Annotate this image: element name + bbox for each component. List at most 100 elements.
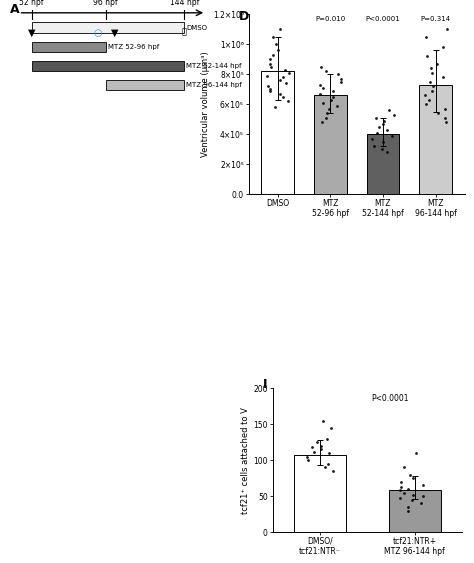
Point [279, 73, 286, 82]
Bar [314, 95, 346, 194]
Point [329, 86, 337, 95]
Point [418, 499, 425, 508]
Point [421, 91, 429, 100]
Point [397, 477, 404, 486]
Point [322, 113, 329, 122]
Text: ▼: ▼ [111, 28, 118, 38]
Point [428, 86, 435, 95]
Point [327, 95, 335, 104]
Text: I: I [263, 378, 267, 391]
Point [267, 55, 274, 64]
Point [422, 100, 430, 109]
Point [428, 68, 436, 77]
Point [316, 89, 324, 98]
Point [318, 441, 325, 450]
Text: P<0.0001: P<0.0001 [371, 394, 409, 403]
Text: MTZ 52-96 hpf: MTZ 52-96 hpf [108, 44, 159, 50]
Point [273, 39, 280, 48]
Point [372, 113, 380, 122]
Point [303, 452, 310, 461]
Bar [294, 454, 346, 532]
Point [337, 74, 345, 83]
Text: ○: ○ [94, 28, 102, 38]
Point [385, 106, 393, 115]
Point [324, 459, 332, 468]
Text: MTZ 52-144 hpf: MTZ 52-144 hpf [186, 63, 242, 69]
Point [407, 470, 414, 479]
Point [326, 104, 333, 113]
Point [404, 506, 412, 515]
Point [439, 43, 447, 52]
Point [337, 77, 345, 86]
Point [279, 92, 287, 101]
Point [375, 122, 383, 131]
Bar [32, 42, 106, 52]
Bar [262, 71, 294, 194]
Point [380, 116, 388, 125]
Point [322, 66, 329, 75]
Point [441, 113, 448, 122]
Point [323, 434, 331, 443]
Y-axis label: tcf21⁺ cells attached to V: tcf21⁺ cells attached to V [241, 407, 250, 513]
Point [264, 82, 271, 91]
Point [429, 82, 437, 91]
Point [276, 89, 284, 98]
Bar [389, 490, 441, 532]
Point [401, 488, 408, 497]
Text: 96 hpf: 96 hpf [93, 0, 118, 7]
Point [443, 25, 451, 34]
Text: DMSO: DMSO [186, 25, 208, 30]
Point [427, 77, 434, 86]
Point [442, 104, 449, 113]
Point [274, 46, 282, 55]
Point [323, 109, 331, 118]
Point [304, 456, 312, 465]
Point [371, 142, 378, 151]
Point [412, 449, 420, 458]
Point [263, 71, 271, 80]
Point [396, 486, 404, 495]
Point [319, 98, 327, 107]
Point [266, 84, 273, 93]
Point [319, 416, 327, 425]
Point [269, 32, 277, 41]
Point [379, 137, 387, 146]
Point [313, 438, 320, 447]
Point [271, 102, 279, 111]
Point [427, 64, 434, 73]
Text: P=0.010: P=0.010 [315, 16, 346, 21]
Point [397, 482, 405, 491]
Point [423, 52, 431, 61]
Bar [106, 80, 184, 91]
Point [404, 484, 412, 493]
Point [267, 59, 274, 68]
Bar [367, 134, 399, 194]
Point [317, 80, 324, 89]
Point [383, 125, 391, 134]
Point [285, 68, 292, 77]
Point [276, 75, 284, 84]
Bar [419, 84, 452, 194]
Point [389, 131, 396, 140]
Point [400, 463, 407, 472]
Text: 52 hpf: 52 hpf [19, 0, 44, 7]
Point [284, 97, 292, 106]
Point [433, 59, 440, 68]
Point [321, 463, 328, 472]
Text: ▼: ▼ [28, 28, 36, 38]
Point [390, 110, 398, 119]
Point [267, 62, 275, 71]
Point [308, 443, 315, 452]
Point [409, 473, 416, 482]
Point [283, 79, 290, 88]
Point [327, 423, 335, 432]
Point [439, 73, 447, 82]
Text: 144 hpf: 144 hpf [170, 0, 199, 7]
Point [317, 62, 325, 71]
Point [425, 95, 432, 104]
Point [310, 447, 318, 456]
Text: P<0.0001: P<0.0001 [365, 16, 401, 21]
Point [282, 65, 289, 74]
Text: MTZ 96-144 hpf: MTZ 96-144 hpf [186, 82, 242, 88]
Text: D: D [239, 10, 250, 23]
